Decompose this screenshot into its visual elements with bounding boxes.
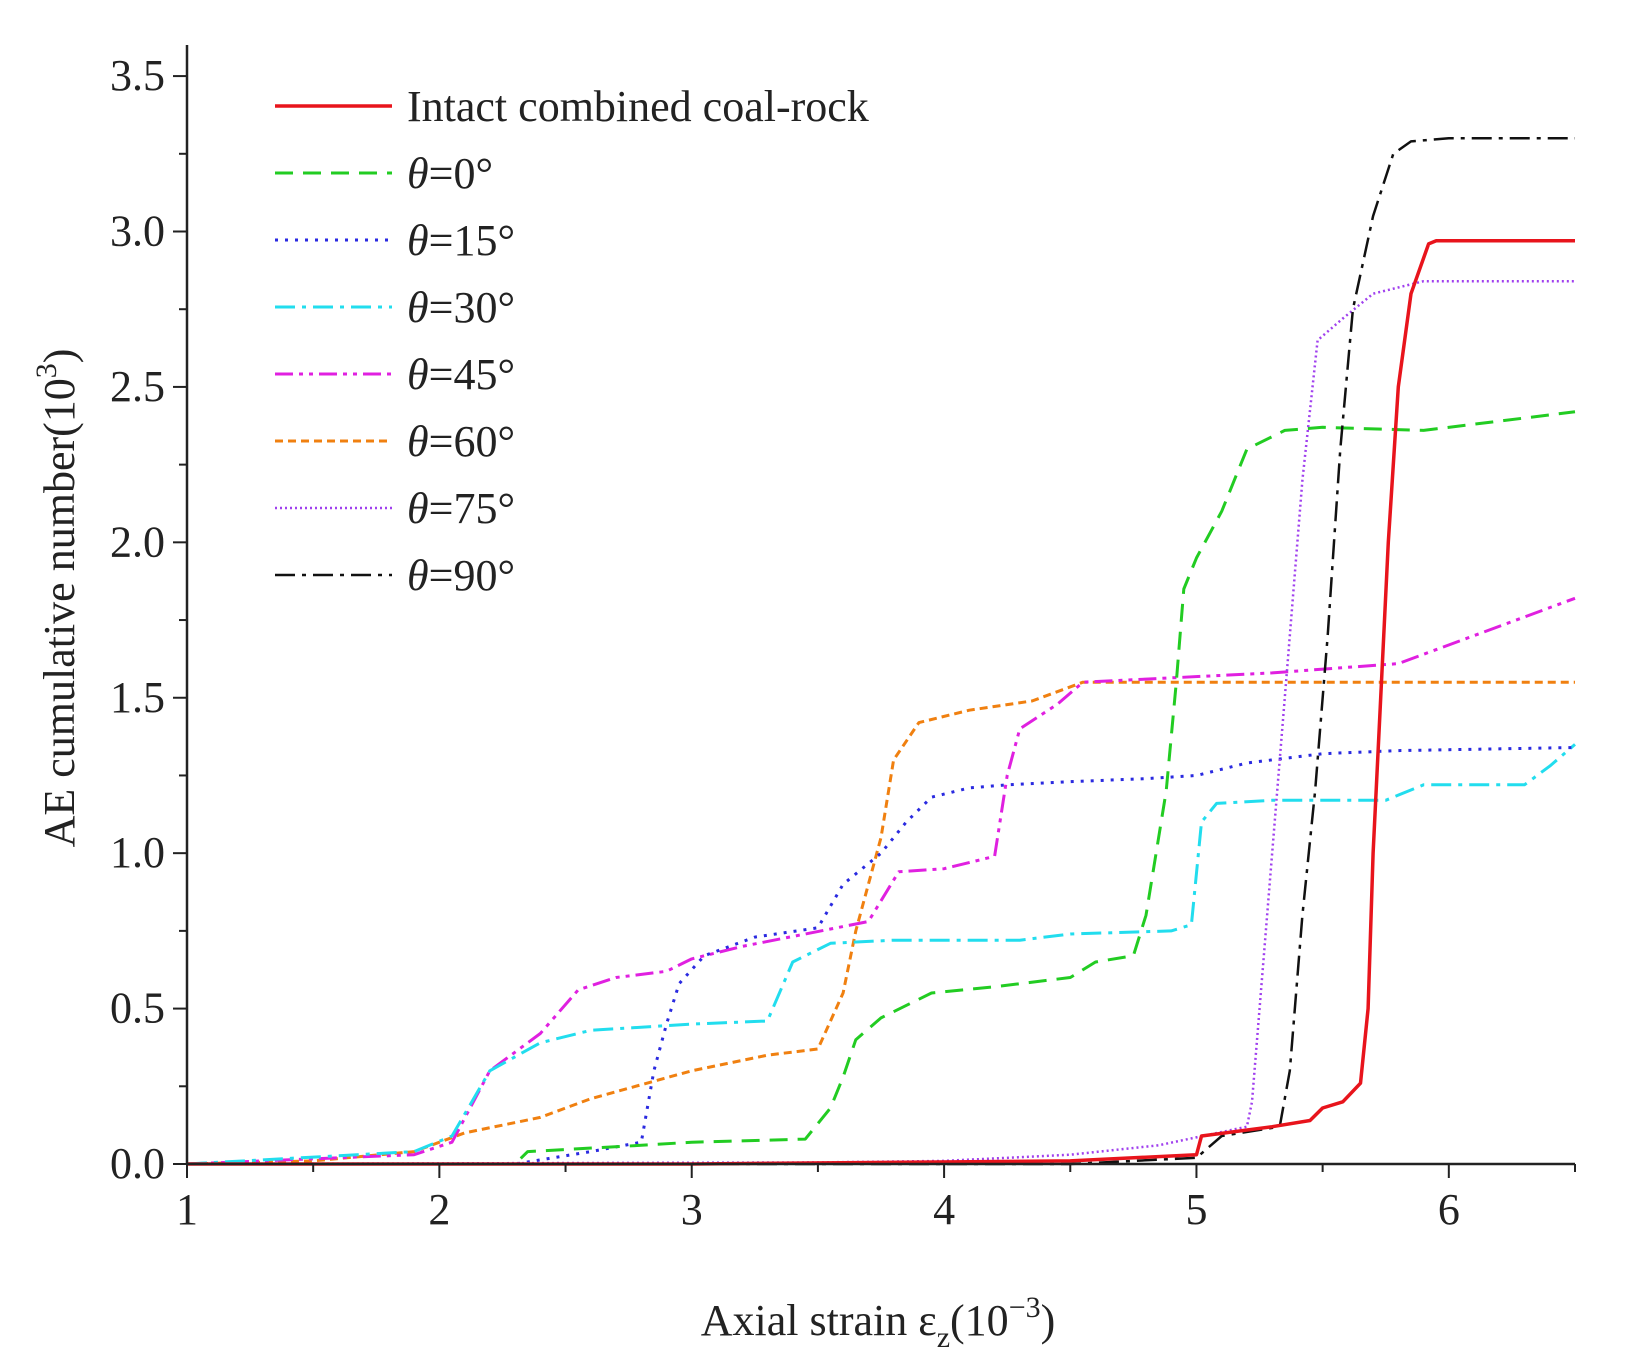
x-tick-label: 4: [933, 1185, 955, 1234]
x-tick-label: 3: [681, 1185, 703, 1234]
legend-item: θ=60°: [275, 417, 515, 466]
x-tick-label: 1: [176, 1185, 198, 1234]
y-tick-label: 0.0: [110, 1139, 165, 1188]
legend-label: θ=60°: [407, 417, 515, 466]
legend-item: Intact combined coal-rock: [275, 82, 869, 131]
legend-label: θ=30°: [407, 283, 515, 332]
y-tick-label: 1.0: [110, 828, 165, 877]
legend-item: θ=15°: [275, 216, 515, 265]
series-layer: [186, 137, 1576, 1166]
series-line-0: [187, 239, 1575, 1166]
series-line-1: [187, 410, 1576, 1166]
legend-label: θ=45°: [407, 350, 515, 399]
x-tick-label: 5: [1185, 1185, 1207, 1234]
legend-item: θ=90°: [275, 551, 515, 600]
y-tick-label: 2.0: [110, 517, 165, 566]
y-axis-title: AE cumulative number(103): [30, 349, 84, 848]
legend-item: θ=0°: [275, 149, 493, 198]
legend-label: θ=0°: [407, 149, 493, 198]
legend-label: θ=15°: [407, 216, 515, 265]
axis-titles: Axial strain εz(10−3) AE cumulative numb…: [30, 349, 1055, 1354]
series-line-7: [187, 137, 1575, 1166]
series-line-5: [186, 680, 1575, 1166]
axes-layer: 1 2 3 4 5 6 0.0 0.5 1.0 1.5 2.0 2.5 3.0 3.5: [110, 45, 1576, 1234]
legend-item: θ=45°: [275, 350, 515, 399]
series-line-6: [186, 279, 1575, 1166]
y-tick-label: 3.0: [110, 207, 165, 256]
legend-label: Intact combined coal-rock: [407, 82, 869, 131]
y-tick-label: 3.5: [110, 51, 165, 100]
y-tick-label: 2.5: [110, 362, 165, 411]
legend: Intact combined coal-rock θ=0° θ=15° θ=30° θ…: [275, 82, 869, 600]
legend-label: θ=75°: [407, 484, 515, 533]
legend-item: θ=75°: [275, 484, 515, 533]
x-tick-label: 6: [1438, 1185, 1460, 1234]
y-tick-label: 1.5: [110, 673, 165, 722]
series-line-4: [186, 596, 1576, 1166]
y-tick-label: 0.5: [110, 984, 165, 1033]
x-axis-title: Axial strain εz(10−3): [701, 1291, 1056, 1354]
legend-label: θ=90°: [407, 551, 515, 600]
x-tick-label: 2: [428, 1185, 450, 1234]
series-line-3: [186, 743, 1576, 1166]
legend-item: θ=30°: [275, 283, 515, 332]
